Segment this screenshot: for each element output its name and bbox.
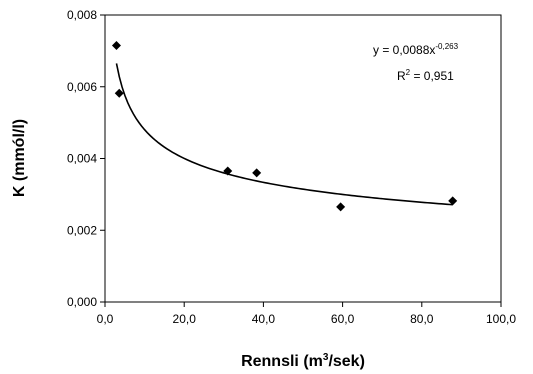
data-point	[223, 166, 233, 176]
power-trendline	[115, 63, 453, 206]
data-point	[336, 202, 346, 212]
data-point	[111, 40, 121, 50]
r-squared-sup: 2	[406, 68, 411, 77]
y-tick-label: 0,006	[67, 80, 97, 94]
x-axis-title-tail: /sek)	[328, 353, 364, 370]
x-tick-label: 40,0	[252, 312, 276, 326]
x-tick-label: 60,0	[331, 312, 355, 326]
y-axis-title: K (mmól/l)	[11, 119, 28, 197]
x-axis-title-main: Rennsli (m	[241, 353, 323, 370]
x-tick-label: 0,0	[97, 312, 114, 326]
y-tick-label: 0,000	[67, 295, 97, 309]
y-axis-ticks: 0,000 0,002 0,004 0,006 0,008	[67, 8, 105, 309]
equation-exponent: -0,263	[435, 42, 458, 51]
x-axis-ticks: 0,0 20,0 40,0 60,0 80,0 100,0	[97, 302, 516, 326]
plot-area	[104, 14, 502, 303]
x-tick-label: 20,0	[173, 312, 197, 326]
x-axis-title-sup: 3	[323, 352, 329, 363]
equation-main: y = 0,0088x	[373, 43, 435, 57]
r-squared-main: R	[397, 69, 406, 83]
x-tick-label: 100,0	[486, 312, 516, 326]
x-axis-title: Rennsli (m3/sek)	[241, 352, 365, 370]
y-tick-label: 0,004	[67, 152, 97, 166]
x-tick-label: 80,0	[410, 312, 434, 326]
y-tick-label: 0,008	[67, 8, 97, 22]
data-point	[252, 168, 262, 178]
data-points	[111, 40, 458, 212]
data-point	[448, 196, 458, 206]
r-squared-label: R2 = 0,951	[397, 68, 454, 83]
y-tick-label: 0,002	[67, 223, 97, 237]
equation-label: y = 0,0088x-0,263	[373, 42, 459, 57]
r-squared-value: = 0,951	[410, 69, 454, 83]
data-point	[114, 88, 124, 98]
